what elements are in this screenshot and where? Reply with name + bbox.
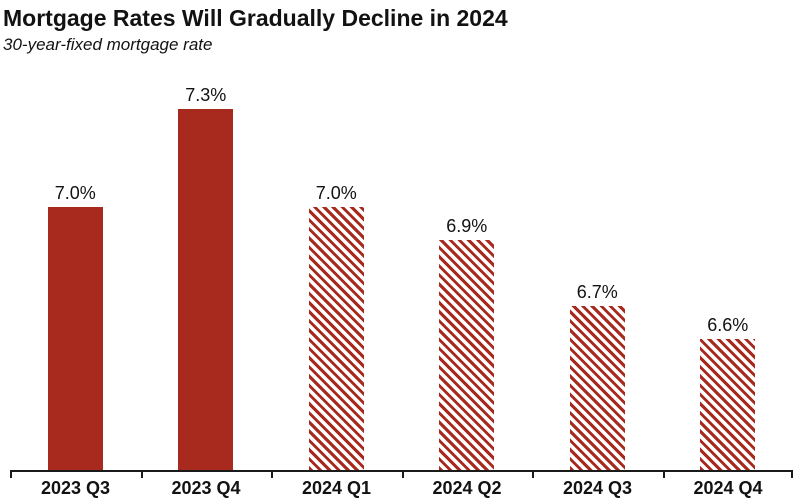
chart-title: Mortgage Rates Will Gradually Decline in…: [3, 5, 508, 31]
bar-2024-q4: [700, 339, 756, 470]
x-axis-tick: [10, 471, 12, 478]
bar-2024-q3: [569, 306, 625, 470]
bar-value-label: 6.6%: [707, 315, 749, 335]
x-tick-label: 2024 Q4: [693, 478, 763, 498]
x-axis-tick: [401, 471, 404, 478]
x-axis-tick: [791, 471, 793, 478]
bar-value-label: 6.7%: [576, 282, 618, 302]
chart-subtitle: 30-year-fixed mortgage rate: [3, 35, 213, 54]
x-axis-tick: [532, 471, 534, 478]
x-tick-label: 2023 Q3: [40, 478, 111, 498]
bar-2023-q3: [47, 207, 103, 470]
bar-value-label: 7.0%: [315, 183, 357, 203]
x-axis-tick: [140, 471, 143, 478]
x-tick-label: 2024 Q2: [432, 478, 502, 498]
bar-2024-q2: [439, 240, 495, 470]
bar-2023-q4: [178, 109, 234, 470]
x-axis-tick: [662, 471, 665, 478]
bar-value-label: 6.9%: [446, 216, 488, 236]
x-tick-label: 2024 Q1: [301, 478, 372, 498]
bar-value-label: 7.3%: [185, 85, 227, 105]
x-axis-tick: [271, 471, 273, 478]
x-tick-label: 2024 Q3: [562, 478, 633, 498]
bar-value-label: 7.0%: [54, 183, 96, 203]
x-tick-label: 2023 Q4: [171, 478, 241, 498]
bar-2024-q1: [308, 207, 364, 470]
